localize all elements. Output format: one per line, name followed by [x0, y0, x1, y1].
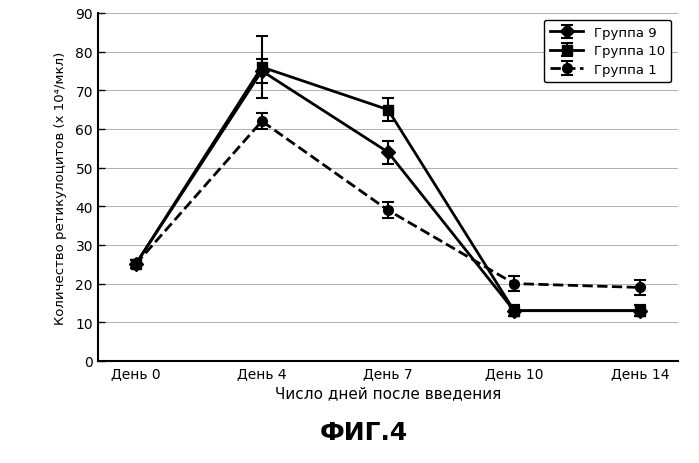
- Text: ФИГ.4: ФИГ.4: [319, 420, 408, 444]
- Y-axis label: Количество ретикулоцитов (х 10⁴/мкл): Количество ретикулоцитов (х 10⁴/мкл): [54, 51, 67, 324]
- Legend: Группа 9, Группа 10, Группа 1: Группа 9, Группа 10, Группа 1: [544, 20, 672, 83]
- X-axis label: Число дней после введения: Число дней после введения: [275, 386, 501, 400]
